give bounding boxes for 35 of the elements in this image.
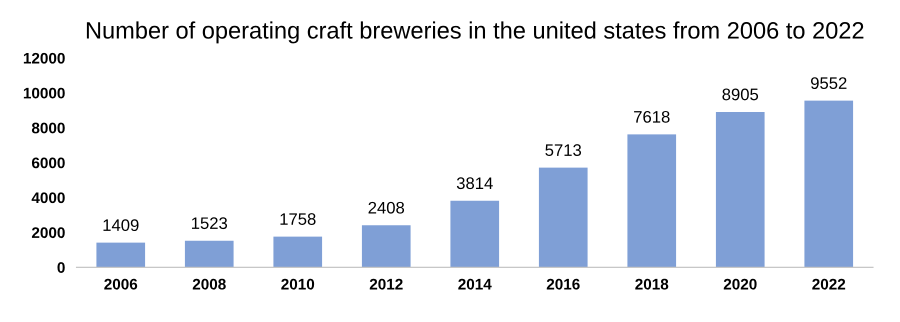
y-tick-label: 10000: [24, 88, 65, 99]
data-label: 1409: [103, 219, 138, 232]
data-label: 1758: [280, 213, 316, 225]
x-tick-label: 2006: [104, 278, 138, 290]
data-label: 2408: [368, 202, 404, 214]
x-tick-label: 2020: [724, 278, 757, 290]
y-tick-label: 6000: [32, 157, 65, 168]
y-tick-label: 4000: [32, 192, 65, 204]
bar: [716, 112, 765, 268]
x-tick-label: 2010: [281, 278, 314, 290]
x-tick-label: 2008: [192, 278, 226, 290]
data-label: 9552: [810, 77, 846, 90]
bar: [362, 225, 411, 268]
data-label: 8905: [722, 88, 758, 100]
x-tick-label: 2012: [370, 278, 403, 290]
data-label: 7618: [634, 110, 670, 123]
data-label: 1523: [192, 217, 228, 230]
bar: [184, 240, 234, 268]
data-label: 5713: [545, 144, 582, 156]
data-label: 3814: [456, 177, 493, 190]
bar: [627, 134, 676, 268]
y-tick-label: 0: [57, 262, 65, 273]
x-tick-label: 2022: [812, 278, 846, 290]
bar: [538, 168, 588, 268]
y-tick-label: 12000: [24, 52, 65, 64]
x-tick-label: 2014: [458, 278, 492, 290]
bar: [450, 200, 500, 268]
bar: [273, 236, 322, 268]
y-tick-label: 2000: [32, 227, 65, 238]
bar: [804, 100, 854, 268]
bar: [96, 242, 146, 268]
x-tick-label: 2018: [635, 278, 668, 290]
y-tick-label: 8000: [32, 122, 65, 134]
chart-title: Number of operating craft breweries in the united states from 2006 to 2022: [86, 21, 864, 44]
x-tick-label: 2016: [546, 278, 580, 290]
